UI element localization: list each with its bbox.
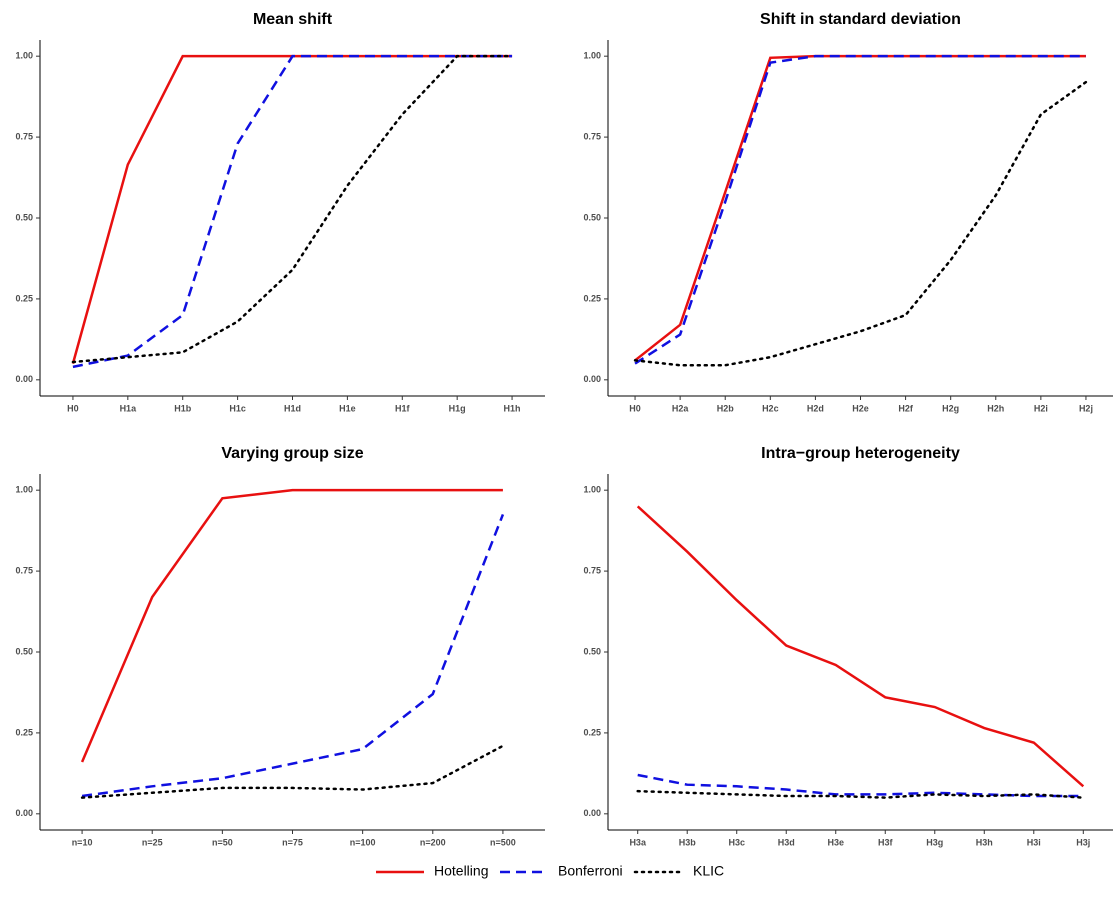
series-line — [80, 744, 505, 799]
y-tick-label: 0.50 — [583, 646, 601, 656]
panel-title: Intra−group heterogeneity — [761, 445, 960, 462]
x-tick-label: H0 — [67, 403, 79, 413]
legend-label: KLIC — [693, 863, 724, 879]
x-tick-label: H3f — [878, 837, 894, 847]
x-tick-label: H2i — [1034, 403, 1048, 413]
x-tick-label: n=50 — [212, 837, 233, 847]
y-tick-label: 0.50 — [15, 212, 33, 222]
x-tick-label: H2d — [807, 403, 824, 413]
x-tick-label: n=25 — [142, 837, 163, 847]
y-tick-label: 0.25 — [15, 293, 33, 303]
x-tick-label: H1b — [174, 403, 192, 413]
x-tick-label: n=75 — [282, 837, 303, 847]
series-line — [636, 789, 1085, 799]
legend-label: Hotelling — [434, 863, 488, 879]
y-tick-label: 0.00 — [583, 808, 601, 818]
series-line — [72, 54, 513, 369]
series-line — [633, 80, 1088, 367]
x-tick-label: H2f — [898, 403, 914, 413]
y-tick-label: 0.25 — [15, 727, 33, 737]
series-line — [636, 505, 1085, 788]
series-line — [637, 773, 1084, 798]
y-tick-label: 1.00 — [15, 51, 33, 61]
series-line — [81, 513, 505, 798]
panel-title: Mean shift — [253, 11, 333, 28]
y-tick-label: 0.50 — [15, 646, 33, 656]
x-tick-label: H3j — [1076, 837, 1090, 847]
x-tick-label: H3c — [728, 837, 745, 847]
series-line — [71, 54, 513, 364]
x-tick-label: H2a — [672, 403, 690, 413]
y-tick-label: 0.75 — [15, 131, 33, 141]
y-tick-label: 1.00 — [15, 485, 33, 495]
x-tick-label: H1f — [395, 403, 411, 413]
y-tick-label: 0.75 — [583, 131, 601, 141]
x-tick-label: H2h — [987, 403, 1004, 413]
y-tick-label: 1.00 — [583, 485, 601, 495]
x-tick-label: H1a — [120, 403, 138, 413]
x-tick-label: H3d — [778, 837, 795, 847]
panel-title: Varying group size — [221, 445, 363, 462]
series-line — [80, 488, 503, 763]
y-tick-label: 0.25 — [583, 727, 601, 737]
x-tick-label: H2c — [762, 403, 779, 413]
x-tick-label: H1h — [504, 403, 521, 413]
y-tick-label: 0.75 — [583, 565, 601, 575]
x-tick-label: H3b — [679, 837, 697, 847]
y-tick-label: 0.50 — [583, 212, 601, 222]
x-tick-label: n=100 — [350, 837, 376, 847]
x-tick-label: H2b — [717, 403, 735, 413]
y-tick-label: 0.25 — [583, 293, 601, 303]
x-tick-label: H1d — [284, 403, 301, 413]
x-tick-label: H2e — [852, 403, 869, 413]
x-tick-label: H1c — [229, 403, 246, 413]
x-tick-label: n=500 — [490, 837, 516, 847]
x-tick-label: H3e — [827, 837, 844, 847]
panel-title: Shift in standard deviation — [760, 11, 961, 28]
x-tick-label: n=10 — [72, 837, 93, 847]
x-tick-label: H1g — [449, 403, 466, 413]
series-line — [634, 54, 1086, 365]
series-line — [71, 54, 514, 364]
x-tick-label: H2j — [1079, 403, 1093, 413]
legend-label: Bonferroni — [558, 863, 623, 879]
x-tick-label: H3i — [1027, 837, 1041, 847]
x-tick-label: H3a — [629, 837, 647, 847]
x-tick-label: H3g — [926, 837, 943, 847]
x-tick-label: H2g — [942, 403, 959, 413]
y-tick-label: 0.00 — [583, 374, 601, 384]
x-tick-label: n=200 — [420, 837, 446, 847]
x-tick-label: H3h — [976, 837, 993, 847]
x-tick-label: H1e — [339, 403, 356, 413]
series-line — [634, 54, 1086, 362]
x-tick-label: H0 — [629, 403, 641, 413]
y-tick-label: 0.00 — [15, 808, 33, 818]
y-tick-label: 0.00 — [15, 374, 33, 384]
y-tick-label: 1.00 — [583, 51, 601, 61]
y-tick-label: 0.75 — [15, 565, 33, 575]
